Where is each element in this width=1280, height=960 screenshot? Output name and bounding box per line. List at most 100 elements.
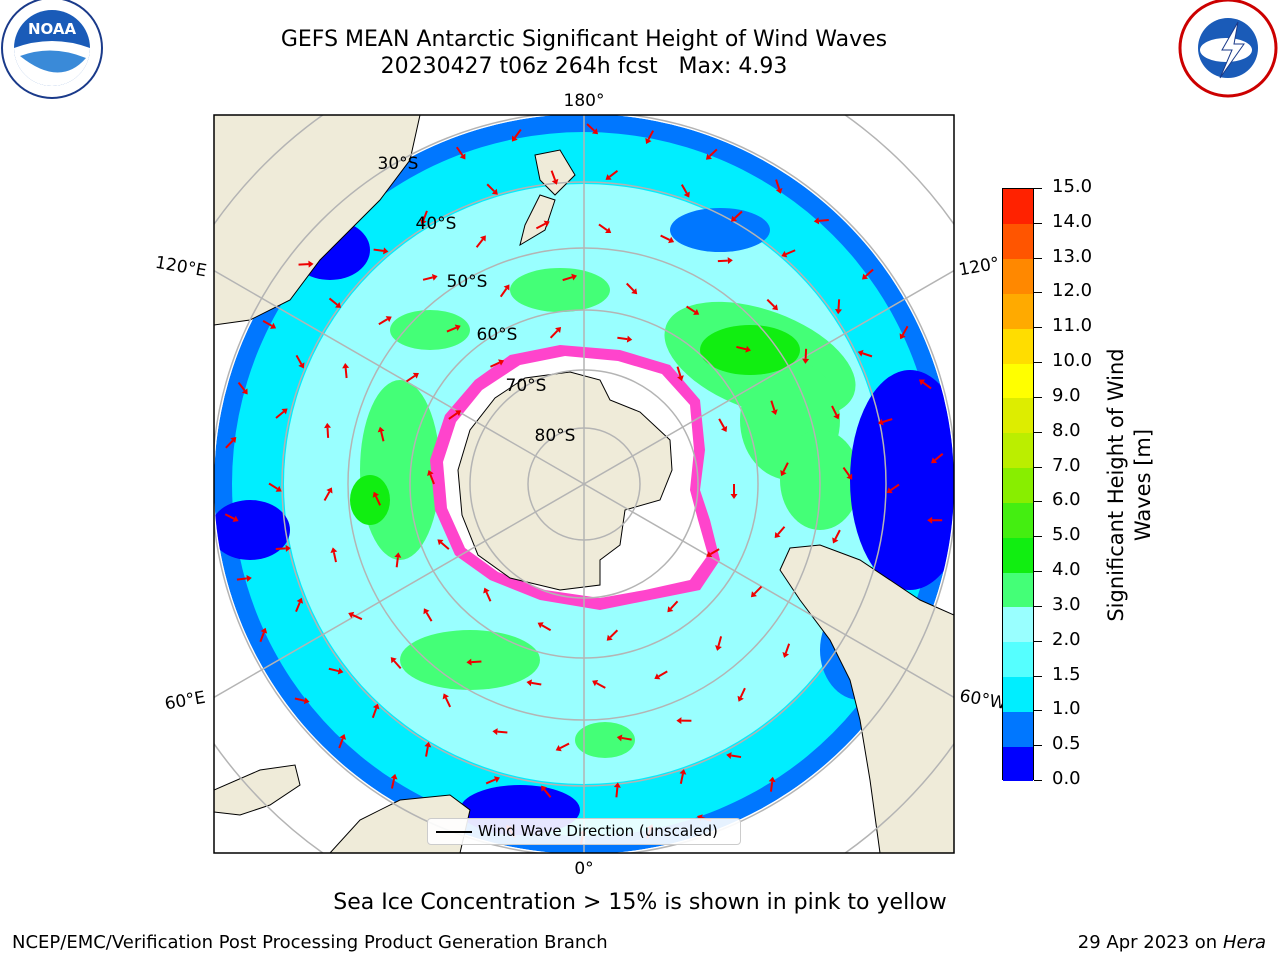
colorbar-segment [1003, 502, 1033, 538]
wave-direction-arrow [377, 426, 385, 442]
colorbar-tick [1034, 431, 1042, 433]
colorbar-tick [1034, 640, 1042, 642]
wave-direction-arrow [295, 597, 304, 613]
wave-direction-arrow [537, 622, 552, 632]
wave-direction-arrow [831, 405, 840, 420]
wave-direction-arrow [717, 257, 733, 265]
colorbar-tick-label: 9.0 [1052, 384, 1081, 406]
wave-direction-arrow [555, 742, 570, 752]
wave-direction-arrow [535, 220, 550, 230]
colorbar-segment [1003, 223, 1033, 260]
colorbar-segment [1003, 258, 1033, 294]
wave-direction-arrow [268, 482, 282, 492]
footer-machine: Hera [1222, 932, 1266, 953]
wave-direction-arrow [768, 776, 776, 792]
wave-direction-arrow [499, 284, 510, 298]
colorbar-tick-label: 1.5 [1052, 663, 1081, 685]
wave-direction-arrow [775, 179, 783, 194]
wave-direction-arrow [750, 585, 763, 598]
colorbar-tick-label: 4.0 [1052, 559, 1081, 581]
graticule [214, 115, 954, 853]
wave-direction-arrow [718, 418, 728, 432]
wave-direction-arrow [857, 349, 873, 358]
chart-title: GEFS MEAN Antarctic Significant Height o… [214, 26, 954, 80]
colorbar-tick-label: 3.0 [1052, 593, 1081, 615]
wave-direction-arrow [328, 667, 344, 675]
colorbar-segment [1003, 537, 1033, 573]
wave-direction-arrow [667, 600, 679, 613]
colorbar-segment [1003, 676, 1033, 712]
wave-direction-arrow [617, 335, 633, 343]
wave-direction-arrow [774, 526, 786, 539]
wave-direction-arrow [275, 544, 291, 552]
wave-direction-arrow [328, 297, 342, 308]
colorbar-tick [1034, 675, 1042, 677]
sea-ice-note: Sea Ice Concentration > 15% is shown in … [333, 890, 947, 915]
lon-label-60e: 60°E [163, 688, 207, 715]
wave-direction-arrow [378, 316, 392, 326]
wave-direction-arrow [275, 408, 288, 419]
wave-direction-arrow [832, 529, 841, 544]
colorbar-tick-label: 1.0 [1052, 698, 1081, 720]
wave-direction-arrow [338, 733, 347, 749]
colorbar-tick-label: 0.5 [1052, 733, 1081, 755]
wave-direction-arrow [422, 273, 438, 281]
wave-direction-arrow [736, 345, 751, 353]
antarctica-landmass [457, 371, 673, 591]
wave-direction-arrow [405, 372, 419, 383]
wave-direction-arrow [654, 670, 668, 680]
colorbar-tick [1034, 571, 1042, 573]
noaa-logo-text: NOAA [28, 20, 77, 38]
wave-direction-arrow [680, 184, 690, 198]
wave-direction-arrow [323, 487, 333, 501]
colorbar-tick [1034, 362, 1042, 364]
wave-direction-arrow [475, 235, 486, 248]
wave-direction-arrow [373, 247, 389, 255]
australia-landmass [214, 115, 421, 326]
colorbar-tick [1034, 710, 1042, 712]
wave-direction-arrow [679, 769, 687, 784]
colorbar-segment [1003, 432, 1033, 469]
wave-direction-arrow [224, 513, 239, 522]
wave-direction-arrow [446, 324, 461, 333]
wave-direction-arrow [676, 717, 692, 725]
wave-direction-arrow [371, 703, 380, 719]
colorbar-tick-label: 8.0 [1052, 419, 1081, 441]
wave-direction-arrow [770, 400, 778, 416]
wave-direction-arrow [262, 319, 277, 329]
lon-label-120w: 120° [957, 254, 1001, 281]
wave-direction-arrow [437, 539, 450, 550]
colorbar-tick-label: 13.0 [1052, 245, 1093, 267]
colorbar-segment [1003, 328, 1033, 364]
wave-direction-arrow [394, 552, 402, 568]
colorbar-segment [1003, 397, 1033, 434]
colorbar-tick [1034, 501, 1042, 503]
lat-label-30s: 30°S [378, 154, 419, 174]
wave-direction-arrow [686, 305, 700, 315]
colorbar-tick [1034, 536, 1042, 538]
colorbar-tick-label: 5.0 [1052, 524, 1081, 546]
wave-direction-arrow [737, 687, 746, 702]
lat-label-60s: 60°S [477, 325, 518, 345]
wave-direction-arrow [613, 782, 621, 798]
wave-direction-arrow [730, 484, 738, 499]
wave-direction-arrow [899, 325, 909, 340]
wave-direction-arrow [541, 785, 552, 798]
wave-direction-arrow [834, 299, 842, 315]
colorbar-tick-label: 12.0 [1052, 280, 1093, 302]
colorbar-tick [1034, 745, 1042, 747]
wave-direction-arrow [490, 359, 505, 368]
wave-direction-arrow [781, 249, 796, 258]
wave-direction-arrow [442, 693, 452, 708]
legend-label: Wind Wave Direction (unscaled) [478, 822, 718, 840]
colorbar-tick-label: 7.0 [1052, 454, 1081, 476]
colorbar-tick-label: 2.0 [1052, 628, 1081, 650]
wave-direction-arrow [298, 260, 314, 268]
wave-direction-arrow [511, 128, 522, 142]
wave-direction-arrow [466, 658, 482, 666]
wave-direction-arrow [918, 379, 932, 390]
colorbar-tick [1034, 396, 1042, 398]
legend-line-sample [436, 831, 472, 833]
wave-direction-arrow [705, 148, 718, 160]
lon-label-60w: 60°W [958, 686, 1008, 714]
